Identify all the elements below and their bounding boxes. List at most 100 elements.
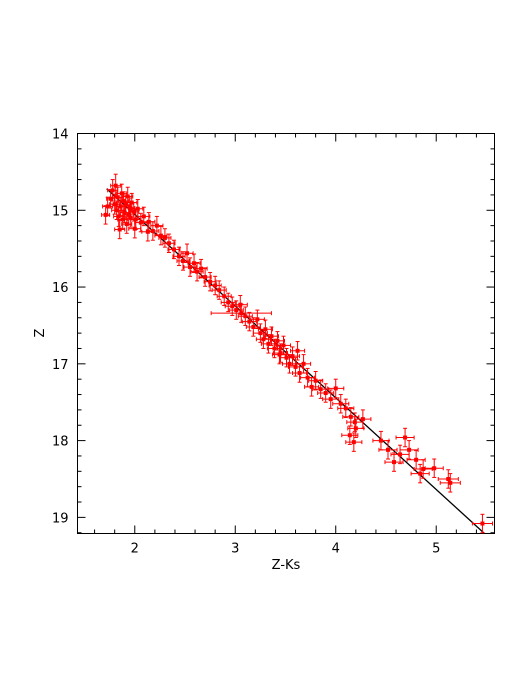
data-point [424,458,444,478]
y-tick-label: 19 [52,511,69,526]
point-marker [318,387,323,392]
point-marker [255,317,260,322]
point-marker [117,227,122,232]
point-marker [113,183,118,188]
point-marker [263,327,268,332]
data-point [271,344,288,365]
x-tick-label: 2 [131,542,139,557]
point-marker [124,222,129,227]
point-marker [418,471,423,476]
point-marker [121,199,126,204]
point-marker [181,258,186,263]
point-marker [313,378,318,383]
point-marker [305,375,310,380]
point-marker [226,300,231,305]
point-marker [272,346,277,351]
y-tick-label: 14 [52,128,69,143]
y-tick-label: 18 [52,435,69,450]
point-marker [105,204,110,209]
point-marker [301,361,306,366]
point-marker [222,294,227,299]
data-point [126,192,138,213]
data-point [290,341,306,361]
point-marker [208,279,213,284]
point-marker [328,397,333,402]
point-marker [446,476,451,481]
point-marker [158,233,163,238]
point-marker [243,314,248,319]
point-marker [333,386,338,391]
point-marker [185,251,190,256]
point-marker [213,283,218,288]
data-point [128,202,140,222]
point-marker [238,302,243,307]
point-marker [108,196,113,201]
x-tick-label: 4 [332,542,340,557]
point-marker [247,319,252,324]
point-marker [269,334,274,339]
data-point [232,294,248,315]
y-tick-label: 17 [52,358,69,373]
point-marker [203,275,208,280]
y-tick-label: 15 [52,204,69,219]
point-marker [166,241,171,246]
data-point [327,378,345,399]
data-point [347,418,365,439]
data-point [187,253,201,273]
data-point [437,469,459,489]
point-marker [199,266,204,271]
point-marker [234,308,239,313]
plot-frame [77,133,495,534]
data-point [141,222,155,242]
point-marker [407,447,412,452]
point-marker [432,466,437,471]
point-marker [251,324,256,329]
data-point [150,215,164,236]
x-axis-title: Z-Ks [272,558,301,573]
point-marker [154,223,159,228]
point-marker [112,202,117,207]
x-tick-label: 3 [231,542,239,557]
axis-ticks [77,133,495,534]
point-marker [414,457,419,462]
point-marker [353,426,358,431]
data-points [101,173,493,534]
point-marker [275,338,280,343]
point-marker [266,341,271,346]
point-marker [132,226,137,231]
point-marker [277,352,282,357]
data-point [439,473,461,493]
data-point [128,218,142,239]
point-marker [360,417,365,422]
y-tick-label: 16 [52,281,69,296]
point-marker [188,265,193,270]
point-marker [281,343,286,348]
data-point [180,243,194,263]
data-point [471,513,493,534]
data-point [167,239,181,260]
data-point [162,233,176,254]
point-marker [352,420,357,425]
point-marker [348,414,353,419]
point-marker [141,214,146,219]
point-marker [192,261,197,266]
data-point [210,303,272,323]
x-tick-label: 5 [432,542,440,557]
point-marker [284,355,289,360]
data-point [260,334,276,354]
point-marker [239,311,244,316]
point-marker [309,384,314,389]
data-point [117,209,129,230]
point-marker [287,361,292,366]
point-marker [145,229,150,234]
point-marker [392,460,397,465]
point-marker [385,447,390,452]
data-point [341,425,359,445]
data-point [257,319,273,339]
data-point [332,394,350,414]
point-marker [347,433,352,438]
data-point [395,427,415,448]
point-marker [125,194,130,199]
point-marker [403,435,408,440]
data-point [337,398,355,419]
